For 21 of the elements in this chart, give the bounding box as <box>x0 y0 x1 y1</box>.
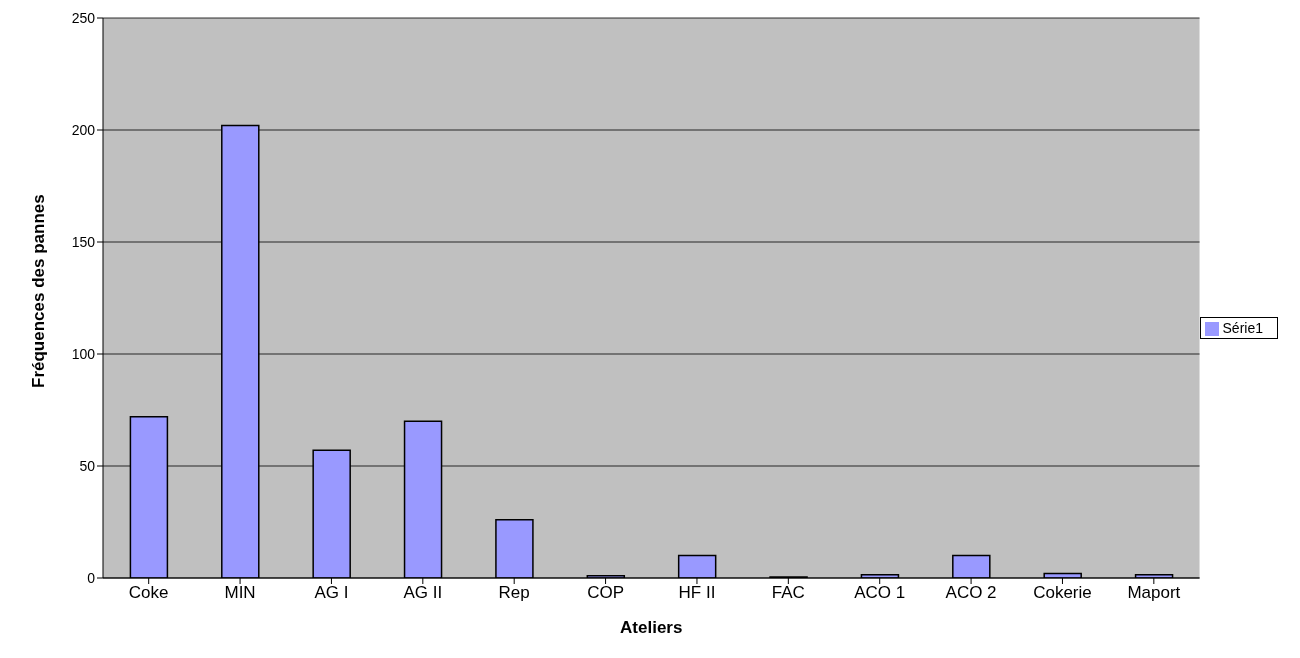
y-tick-label: 0 <box>87 569 96 586</box>
x-tick-label: Rep <box>498 583 530 603</box>
y-tick-label: 250 <box>71 9 96 26</box>
x-tick-label: ACO 2 <box>945 583 997 603</box>
x-tick-label: MIN <box>224 583 256 603</box>
x-tick-label: Cokerie <box>1033 583 1092 603</box>
y-tick-label: 200 <box>71 121 96 138</box>
x-tick-label: AG I <box>314 583 349 603</box>
x-axis-title: Ateliers <box>620 618 683 637</box>
y-tick-label: 150 <box>71 233 96 250</box>
legend-label: Série1 <box>1222 319 1263 336</box>
x-tick-label: FAC <box>771 583 805 603</box>
y-tick-label: 50 <box>79 457 96 474</box>
x-tick-label: Coke <box>128 583 169 603</box>
x-tick-label: Maport <box>1127 583 1181 603</box>
x-tick-label: COP <box>587 583 624 603</box>
y-tick-label: 100 <box>71 345 96 362</box>
x-tick-label: AG II <box>403 583 443 603</box>
x-tick-label: ACO 1 <box>854 583 906 603</box>
x-tick-label: HF II <box>678 583 716 603</box>
y-axis-title: Fréquences des pannes <box>29 194 49 388</box>
